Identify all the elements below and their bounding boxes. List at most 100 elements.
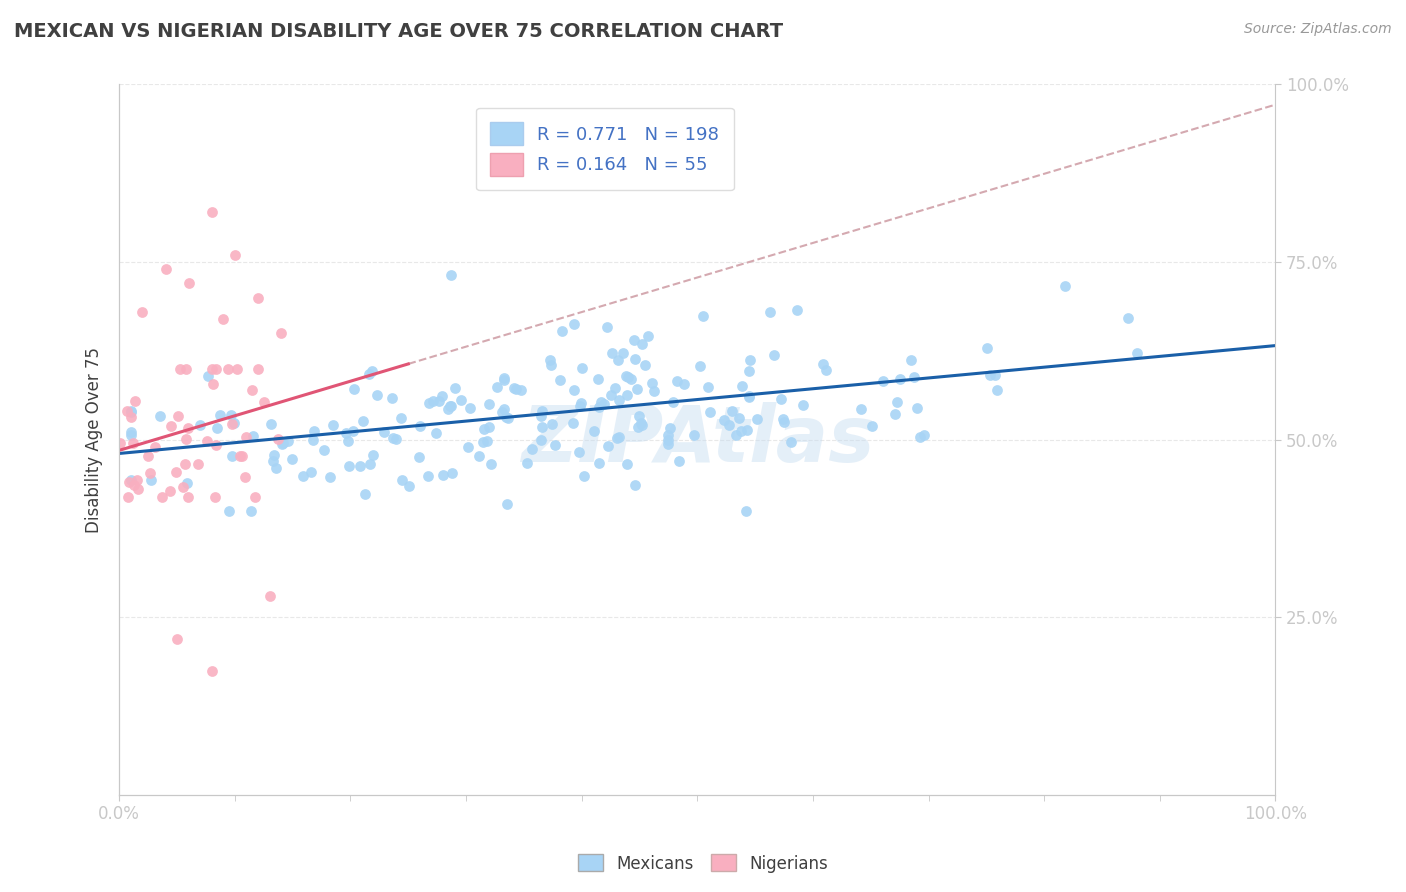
Point [416, 468, 439, 483]
Point [166, 632, 188, 646]
Point [291, 469, 314, 483]
Point [478, 397, 501, 411]
Point [136, 449, 159, 463]
Point [541, 417, 564, 432]
Point [538, 353, 561, 368]
Point [360, 364, 382, 378]
Point [568, 445, 591, 459]
Point [444, 381, 467, 395]
Text: MEXICAN VS NIGERIAN DISABILITY AGE OVER 75 CORRELATION CHART: MEXICAN VS NIGERIAN DISABILITY AGE OVER … [14, 22, 783, 41]
Point [607, 430, 630, 444]
Point [450, 393, 472, 408]
Point [510, 383, 533, 397]
Point [166, 409, 188, 424]
Point [657, 434, 679, 448]
Point [479, 457, 502, 471]
Point [425, 426, 447, 441]
Point [770, 392, 793, 406]
Point [468, 449, 491, 463]
Point [270, 326, 292, 340]
Point [271, 437, 294, 451]
Point [616, 388, 638, 402]
Point [337, 434, 360, 448]
Point [457, 440, 479, 454]
Point [626, 382, 648, 396]
Point [159, 483, 181, 498]
Point [786, 303, 808, 318]
Point [759, 305, 782, 319]
Point [745, 412, 768, 426]
Point [910, 430, 932, 444]
Point [631, 337, 654, 351]
Point [243, 490, 266, 504]
Point [124, 477, 146, 491]
Point [398, 479, 420, 493]
Point [204, 438, 226, 452]
Point [149, 409, 172, 424]
Point [983, 368, 1005, 382]
Point [117, 490, 139, 504]
Point [366, 388, 388, 402]
Point [235, 430, 257, 444]
Point [530, 434, 553, 448]
Point [600, 346, 623, 360]
Point [125, 473, 148, 487]
Point [391, 473, 413, 487]
Point [143, 441, 166, 455]
Point [617, 370, 640, 384]
Point [607, 353, 630, 368]
Point [886, 395, 908, 409]
Point [240, 383, 263, 397]
Point [588, 401, 610, 415]
Point [815, 363, 838, 377]
Point [979, 368, 1001, 383]
Point [630, 416, 652, 430]
Point [725, 428, 748, 442]
Point [262, 454, 284, 468]
Point [872, 374, 894, 388]
Point [267, 432, 290, 446]
Y-axis label: Disability Age Over 75: Disability Age Over 75 [86, 347, 103, 533]
Point [174, 458, 197, 472]
Point [235, 470, 257, 484]
Point [218, 504, 240, 518]
Point [229, 450, 252, 464]
Point [389, 411, 412, 425]
Point [427, 394, 450, 409]
Point [131, 305, 153, 319]
Point [385, 432, 408, 446]
Point [382, 431, 405, 445]
Point [735, 423, 758, 437]
Point [657, 437, 679, 451]
Point [205, 361, 228, 376]
Point [494, 371, 516, 385]
Point [253, 395, 276, 409]
Text: ZIPAtlas: ZIPAtlas [520, 401, 875, 478]
Point [302, 433, 325, 447]
Point [314, 443, 336, 458]
Point [721, 404, 744, 418]
Point [440, 268, 463, 283]
Point [271, 435, 294, 450]
Point [574, 469, 596, 483]
Point [520, 442, 543, 457]
Point [668, 454, 690, 468]
Point [118, 475, 141, 490]
Point [172, 480, 194, 494]
Point [976, 341, 998, 355]
Point [673, 376, 696, 391]
Point [603, 381, 626, 395]
Point [662, 395, 685, 409]
Point [614, 368, 637, 383]
Point [174, 361, 197, 376]
Point [689, 359, 711, 374]
Point [197, 368, 219, 383]
Point [242, 428, 264, 442]
Point [177, 277, 200, 291]
Point [596, 320, 619, 334]
Point [713, 413, 735, 427]
Point [496, 497, 519, 511]
Point [204, 490, 226, 504]
Point [247, 291, 270, 305]
Point [860, 418, 883, 433]
